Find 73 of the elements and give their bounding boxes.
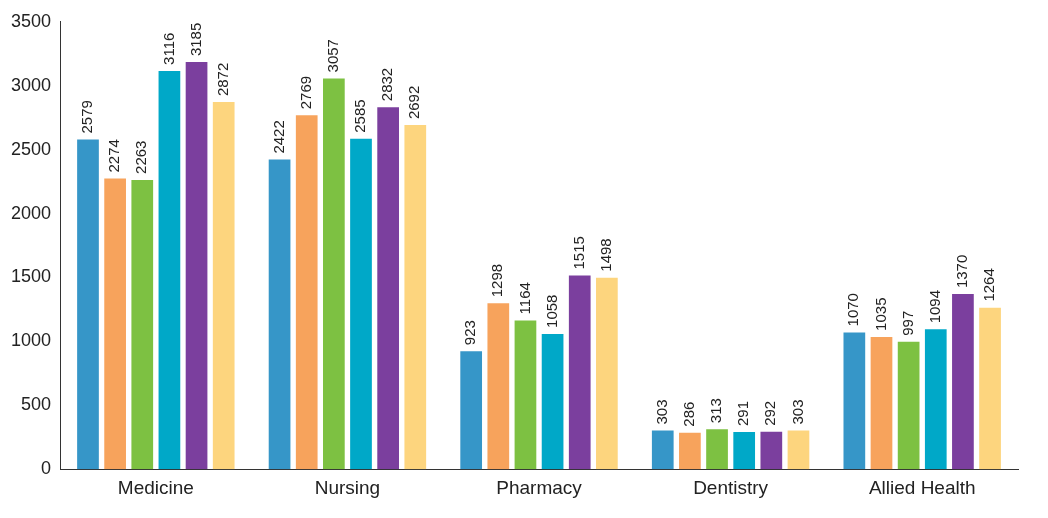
x-tick-label: Medicine <box>117 476 194 498</box>
bar <box>843 332 866 470</box>
y-tick-label: 3000 <box>11 74 52 95</box>
data-label: 3185 <box>186 22 204 57</box>
data-label: 303 <box>788 399 806 425</box>
bar <box>706 429 728 470</box>
data-label: 1058 <box>542 294 560 328</box>
data-label: 1070 <box>844 293 862 327</box>
bar <box>541 333 564 470</box>
bar <box>377 107 399 470</box>
data-label: 1515 <box>569 236 587 270</box>
data-label: 292 <box>761 400 779 426</box>
data-label: 997 <box>898 310 916 336</box>
bar <box>487 303 510 470</box>
x-tick-label: Nursing <box>314 476 381 498</box>
bar <box>295 115 318 470</box>
data-label: 2692 <box>405 85 423 120</box>
bar <box>568 275 591 470</box>
data-label: 1370 <box>953 254 971 289</box>
bar <box>212 102 235 470</box>
data-label: 2422 <box>269 120 287 154</box>
data-label: 286 <box>680 401 698 427</box>
data-label: 3116 <box>159 32 177 65</box>
data-label: 313 <box>707 398 725 424</box>
data-label: 1298 <box>488 263 506 298</box>
bar <box>897 341 920 470</box>
bar <box>158 70 181 470</box>
bar <box>979 307 1001 470</box>
bar <box>104 178 126 470</box>
bar <box>924 329 947 470</box>
data-label: 2585 <box>351 99 369 133</box>
data-label: 2769 <box>296 75 314 110</box>
data-label: 1264 <box>980 268 998 302</box>
y-tick-label: 500 <box>21 394 52 415</box>
bar <box>596 277 618 470</box>
bar <box>514 320 537 470</box>
y-tick-label: 2000 <box>11 202 52 223</box>
x-tick-label: Pharmacy <box>496 476 583 498</box>
bar <box>268 159 291 470</box>
data-label: 1164 <box>515 282 533 315</box>
y-tick-label: 3500 <box>11 10 52 31</box>
y-tick-label: 0 <box>41 458 52 479</box>
data-label: 1094 <box>925 289 943 324</box>
data-label: 1035 <box>871 297 889 331</box>
data-label: 2263 <box>132 140 150 174</box>
bar <box>185 62 208 470</box>
bar <box>460 351 483 470</box>
x-tick-label: Dentistry <box>693 476 769 498</box>
bar <box>131 179 154 470</box>
bar <box>651 430 674 470</box>
y-tick-label: 1000 <box>11 330 52 351</box>
bar <box>787 430 810 470</box>
bar <box>404 125 427 470</box>
bar <box>77 139 99 470</box>
data-label: 291 <box>734 400 752 426</box>
bar <box>733 432 756 470</box>
data-label: 1498 <box>597 238 615 272</box>
bar <box>350 138 372 470</box>
data-label: 2274 <box>105 139 123 173</box>
y-tick-label: 2500 <box>11 138 52 159</box>
bar <box>679 432 701 470</box>
data-label: 923 <box>461 320 479 346</box>
data-label: 2579 <box>78 100 96 134</box>
data-label: 303 <box>652 399 670 425</box>
bar <box>323 78 345 470</box>
bar <box>760 431 783 470</box>
y-tick-label: 1500 <box>11 266 52 287</box>
bar <box>870 336 893 470</box>
x-tick-label: Allied Health <box>868 476 976 498</box>
data-label: 3057 <box>324 39 341 73</box>
data-label: 2872 <box>213 62 231 97</box>
bar <box>952 294 974 470</box>
data-label: 2832 <box>378 67 396 102</box>
